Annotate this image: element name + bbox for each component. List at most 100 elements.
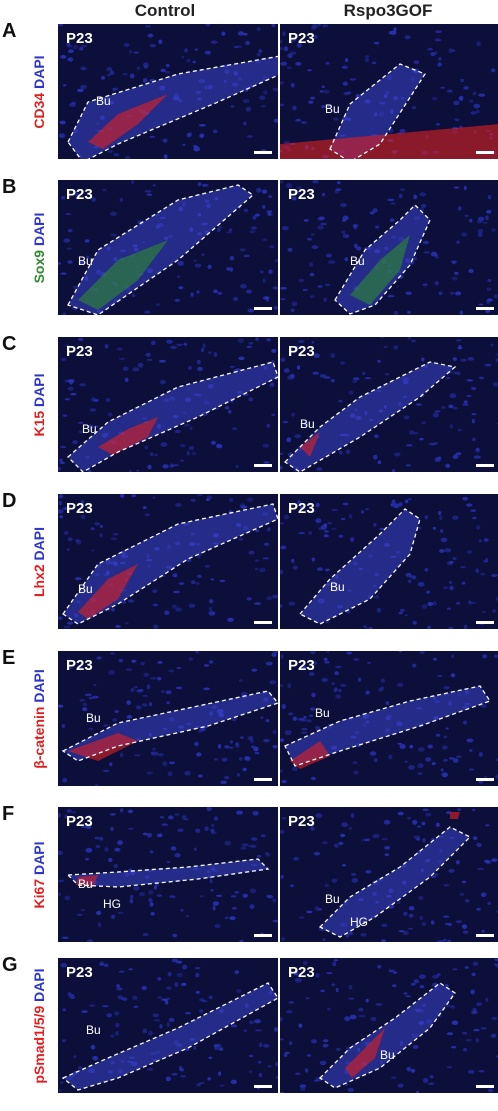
counterstain-name: DAPI: [31, 212, 47, 246]
nucleus: [469, 601, 477, 604]
nucleus: [207, 351, 212, 354]
nucleus: [272, 87, 278, 92]
nucleus: [470, 989, 475, 995]
nucleus: [145, 25, 151, 28]
nucleus: [162, 464, 169, 469]
nucleus: [245, 106, 251, 112]
nucleus: [298, 532, 306, 535]
nucleus: [293, 345, 300, 350]
nucleus: [145, 352, 152, 357]
nucleus: [381, 939, 387, 942]
nucleus: [256, 53, 261, 57]
nucleus: [177, 260, 184, 266]
nucleus: [377, 964, 382, 969]
nucleus: [259, 270, 264, 274]
nucleus: [90, 549, 95, 552]
nucleus: [228, 409, 232, 414]
age-label: P23: [66, 813, 93, 830]
nucleus: [165, 690, 172, 695]
nucleus: [487, 901, 491, 905]
nucleus: [321, 24, 329, 28]
nucleus: [311, 557, 315, 562]
scale-bar: [254, 934, 272, 937]
nucleus: [254, 1019, 261, 1024]
nucleus: [254, 751, 260, 755]
nucleus: [133, 1005, 139, 1009]
nucleus: [264, 852, 269, 855]
nucleus: [112, 88, 116, 92]
nucleus: [77, 913, 83, 916]
nucleus: [465, 899, 470, 903]
marker-signal: [300, 432, 320, 457]
nucleus: [323, 657, 328, 661]
nucleus: [286, 437, 292, 443]
nucleus: [477, 216, 485, 222]
nucleus: [66, 809, 72, 813]
nucleus: [113, 153, 120, 157]
nucleus: [248, 1070, 253, 1073]
nucleus: [407, 498, 412, 501]
nucleus: [228, 228, 233, 232]
nucleus: [165, 1076, 171, 1082]
nucleus: [352, 377, 360, 381]
nucleus: [290, 83, 295, 88]
nucleus: [220, 780, 227, 785]
nucleus: [353, 770, 359, 775]
nucleus: [309, 295, 315, 298]
nucleus: [443, 915, 450, 918]
nucleus: [413, 194, 418, 200]
nucleus: [280, 654, 284, 659]
nucleus: [449, 585, 454, 591]
nucleus: [448, 757, 455, 760]
nucleus: [208, 995, 213, 1000]
nucleus: [448, 581, 453, 584]
nucleus: [208, 660, 214, 664]
nucleus: [447, 1066, 453, 1069]
nucleus: [457, 808, 461, 811]
nucleus: [442, 939, 447, 942]
nucleus: [209, 599, 214, 604]
nucleus: [344, 1016, 351, 1022]
nucleus: [189, 426, 193, 430]
nucleus: [280, 829, 285, 834]
scale-bar: [476, 307, 494, 310]
marker-signal: [76, 875, 98, 887]
nucleus: [311, 341, 315, 344]
nucleus: [377, 460, 382, 465]
nucleus: [428, 442, 435, 446]
nucleus: [113, 864, 119, 869]
nucleus: [358, 1014, 366, 1018]
nucleus: [364, 377, 372, 380]
follicle-outline: [318, 982, 456, 1089]
nucleus: [468, 600, 472, 605]
nucleus: [272, 744, 278, 749]
nucleus: [443, 735, 448, 739]
nucleus: [440, 537, 448, 543]
nucleus: [66, 42, 71, 47]
nucleus: [311, 1039, 317, 1044]
nucleus: [302, 288, 308, 292]
nucleus: [134, 754, 141, 757]
nucleus: [463, 86, 469, 90]
nucleus: [182, 143, 186, 146]
nucleus: [324, 883, 329, 888]
nucleus: [348, 827, 353, 830]
column-header-rspo3gof: Rspo3GOF: [343, 1, 433, 20]
nucleus: [266, 895, 274, 899]
nucleus: [390, 503, 394, 507]
nucleus: [480, 1027, 487, 1030]
nucleus: [260, 834, 266, 838]
nucleus: [419, 437, 424, 441]
nucleus: [342, 234, 350, 239]
nucleus: [404, 760, 408, 763]
nucleus: [229, 740, 234, 744]
nucleus: [109, 762, 113, 767]
nucleus: [412, 621, 417, 625]
nucleus: [291, 301, 298, 307]
nucleus: [341, 822, 349, 827]
nucleus: [452, 454, 459, 460]
nucleus: [86, 255, 90, 259]
nucleus: [491, 1017, 498, 1020]
nucleus: [365, 627, 371, 629]
nucleus: [327, 104, 332, 109]
